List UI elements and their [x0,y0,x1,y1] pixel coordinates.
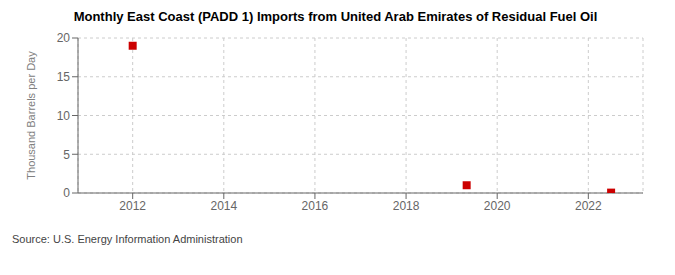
svg-text:2022: 2022 [575,199,602,213]
html-text:Monthly East Coast (PADD 1) Im: Monthly East Coast (PADD 1) Imports from… [73,9,598,24]
svg-text:5: 5 [63,148,70,162]
html-text:Source: U.S. Energy Informatio: Source: U.S. Energy Information Administ… [12,233,243,245]
svg-text:2018: 2018 [393,199,420,213]
svg-text:Thousand Barrels per Day: Thousand Barrels per Day [25,51,37,180]
svg-text:10: 10 [57,109,71,123]
svg-text:2020: 2020 [484,199,511,213]
svg-text:20: 20 [57,31,71,45]
svg-text:2016: 2016 [302,199,329,213]
svg-text:2014: 2014 [210,199,237,213]
svg-text:15: 15 [57,70,71,84]
svg-text:2012: 2012 [119,199,146,213]
svg-text:0: 0 [63,186,70,200]
